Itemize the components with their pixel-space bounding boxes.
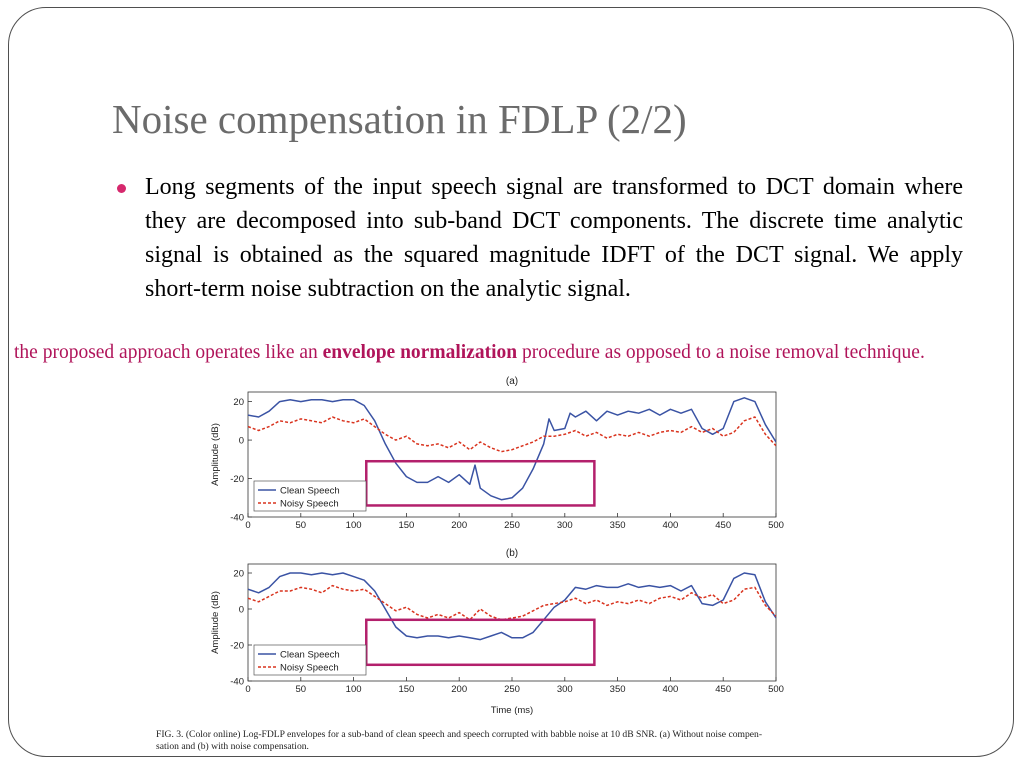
highlight-box (365, 459, 596, 507)
x-tick-label: 400 (662, 684, 678, 695)
panel-title: (b) (506, 548, 518, 559)
slide-title: Noise compensation in FDLP (2/2) (112, 96, 687, 142)
x-tick-label: 500 (768, 684, 784, 695)
y-axis-label: Amplitude (dB) (210, 591, 221, 654)
x-tick-label: 0 (245, 520, 250, 531)
x-tick-label: 400 (662, 520, 678, 531)
x-tick-label: 250 (504, 520, 520, 531)
y-tick-label: -20 (230, 641, 244, 652)
series-clean-speech (248, 572, 776, 641)
legend-box (253, 644, 367, 676)
chart-panel-b: (b)0 50 100 150 200 250 300 350 400 450 500200-20-… (210, 548, 784, 716)
slide-frame (8, 7, 1014, 757)
y-tick-label: -40 (230, 677, 244, 688)
caption-line-1: FIG. 3. (Color online) Log-FDLP envelope… (156, 729, 763, 740)
x-tick-label: 50 (296, 520, 307, 531)
x-tick-label: 250 (504, 684, 520, 695)
x-tick-label: 450 (715, 520, 731, 531)
note-text-end: procedure as opposed to a noise removal … (517, 342, 925, 363)
y-tick-label: -40 (230, 513, 244, 524)
x-tick-label: 450 (715, 684, 731, 695)
x-tick-label: 50 (296, 684, 307, 695)
legend-label-noisy: Noisy Speech (280, 499, 339, 510)
x-tick-label: 100 (346, 520, 362, 531)
series-noisy-speech (248, 584, 776, 621)
x-tick-label: 150 (398, 684, 414, 695)
series-clean-speech (248, 397, 776, 501)
figure-caption: FIG. 3. (Color online) Log-FDLP envelope… (156, 729, 856, 753)
figure-envelope-charts: (a)0 50 100 150 200 250 300 350 400 450 500200-20-… (210, 376, 784, 716)
chart-panel-a: (a)0 50 100 150 200 250 300 350 400 450 500200-20-… (210, 376, 784, 531)
x-tick-label: 300 (557, 520, 573, 531)
x-tick-label: 0 (245, 684, 250, 695)
highlight-box (365, 618, 596, 667)
x-tick-label: 150 (398, 520, 414, 531)
legend-box (253, 480, 367, 512)
x-tick-label: 500 (768, 520, 784, 531)
bullet-marker (117, 184, 126, 193)
x-tick-label: 200 (451, 684, 467, 695)
series-noisy-speech (248, 416, 776, 453)
y-axis-label: Amplitude (dB) (210, 423, 221, 486)
note-emphasis: envelope normalization (322, 342, 518, 363)
highlight-note: the proposed approach operates like an e… (14, 339, 999, 367)
x-tick-label: 350 (610, 684, 626, 695)
x-axis-label: Time (ms) (491, 705, 533, 716)
legend-label-clean: Clean Speech (280, 650, 340, 661)
y-tick-label: 20 (233, 397, 244, 408)
caption-line-2: sation and (b) with noise compensation. (156, 741, 309, 752)
y-tick-label: 0 (239, 605, 244, 616)
x-tick-label: 200 (451, 520, 467, 531)
bullet-text: Long segments of the input speech signal… (145, 174, 963, 302)
x-tick-label: 350 (610, 520, 626, 531)
x-tick-label: 300 (557, 684, 573, 695)
y-tick-label: -20 (230, 474, 244, 485)
note-text-start: the proposed approach operates like an (14, 342, 323, 363)
x-tick-label: 100 (346, 684, 362, 695)
y-tick-label: 0 (239, 436, 244, 447)
legend-label-noisy: Noisy Speech (280, 663, 339, 674)
panel-title: (a) (506, 376, 518, 387)
y-tick-label: 20 (233, 569, 244, 580)
legend-label-clean: Clean Speech (280, 486, 340, 497)
